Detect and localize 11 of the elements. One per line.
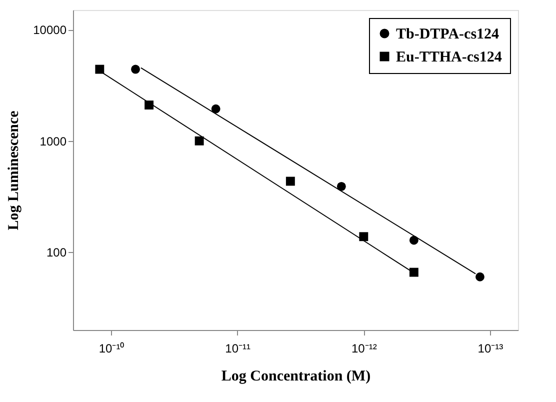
y-tick-label: 1000 [40,134,67,148]
x-tick-label: 10⁻¹³ [478,342,504,356]
y-tick-label: 10000 [33,23,67,38]
y-axis-title: Log Luminescence [6,110,22,230]
legend-label: Eu-TTHA-cs124 [396,50,502,66]
y-tick-label: 100 [46,246,67,260]
x-tick-label: 10⁻¹¹ [225,342,251,356]
legend-label: Tb-DTPA-cs124 [396,26,500,42]
x-tick-label: 10⁻¹² [351,342,377,356]
x-axis-title: Log Concentration (M) [221,368,371,384]
x-tick-label: 10⁻¹⁰ [98,342,124,356]
